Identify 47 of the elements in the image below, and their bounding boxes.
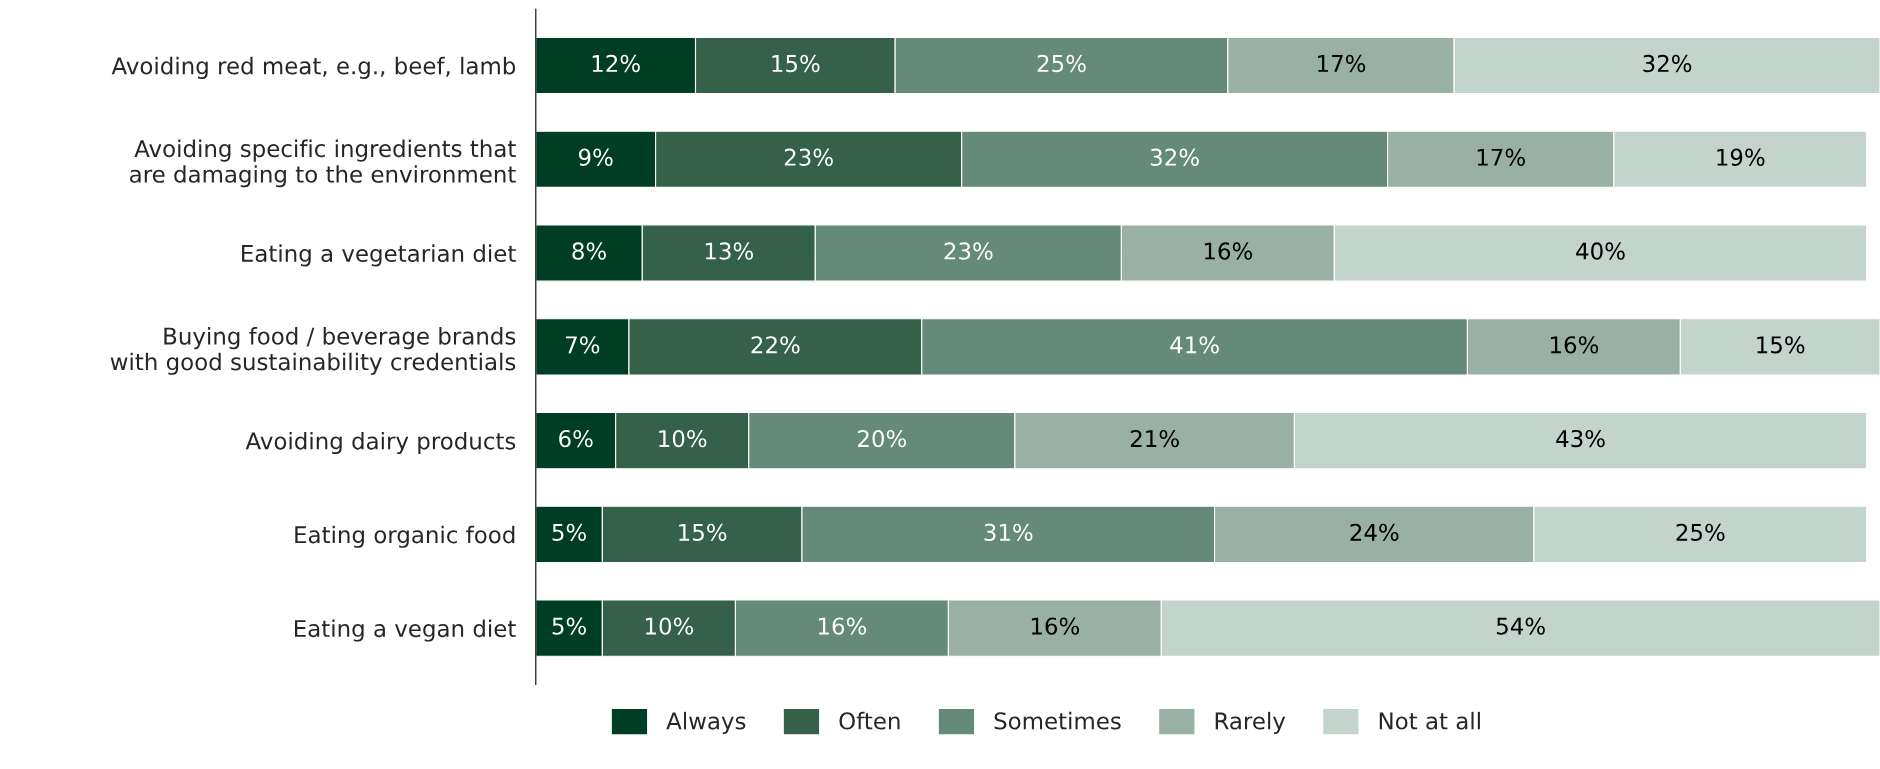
data-label: 43%: [1556, 429, 1605, 448]
legend-label: Sometimes: [994, 711, 1121, 730]
legend-label: Rarely: [1215, 711, 1286, 735]
data-label: 12%: [592, 54, 640, 73]
legend-label: Always: [666, 711, 746, 735]
data-label: 19%: [1717, 148, 1765, 166]
y-tick-label: Avoiding specific ingredients that are damaging to the environment: [130, 139, 516, 188]
data-label: 25%: [1037, 54, 1086, 73]
data-label: 31%: [984, 523, 1033, 542]
data-label: 10%: [659, 429, 707, 448]
data-label: 15%: [772, 54, 820, 73]
legend-label: Often: [839, 711, 900, 730]
data-label: 32%: [1643, 54, 1692, 73]
y-tick-label: Buying food / beverage brands with good sustainability credentials: [110, 327, 516, 375]
data-label: 16%: [1550, 336, 1599, 354]
data-label: 5%: [552, 617, 586, 635]
y-tick-label: Avoiding red meat, e.g., beef, lamb: [111, 56, 516, 79]
y-tick-label: Eating a vegetarian diet: [242, 244, 516, 267]
data-label: 6%: [559, 429, 593, 448]
data-label: 13%: [705, 242, 753, 260]
data-label: 16%: [818, 617, 867, 635]
data-label: 9%: [578, 148, 613, 166]
data-label: 23%: [944, 242, 993, 260]
data-label: 7%: [566, 336, 600, 354]
data-label: 8%: [572, 242, 606, 260]
y-tick-label: Eating organic food: [295, 525, 515, 548]
y-tick-label: Eating a vegan diet: [294, 619, 516, 642]
data-label: 5%: [552, 523, 586, 542]
data-label: 40%: [1576, 242, 1625, 260]
data-label: 20%: [858, 429, 907, 448]
data-label: 22%: [751, 336, 800, 354]
data-label: 15%: [679, 523, 727, 542]
data-label: 41%: [1170, 336, 1219, 354]
data-label: 17%: [1477, 148, 1525, 166]
data-label: 16%: [1204, 242, 1253, 260]
data-label: 32%: [1150, 148, 1199, 166]
data-label: 10%: [645, 617, 694, 635]
legend-label: Not at all: [1379, 711, 1480, 730]
data-label: 25%: [1676, 523, 1725, 542]
data-label: 54%: [1496, 617, 1545, 635]
data-label: 15%: [1757, 336, 1805, 354]
y-tick-label: Avoiding dairy products: [245, 431, 516, 455]
data-label: 16%: [1031, 617, 1080, 635]
data-label: 21%: [1130, 429, 1179, 448]
data-label: 23%: [784, 148, 833, 166]
data-label: 24%: [1350, 523, 1399, 542]
data-label: 17%: [1318, 54, 1366, 73]
